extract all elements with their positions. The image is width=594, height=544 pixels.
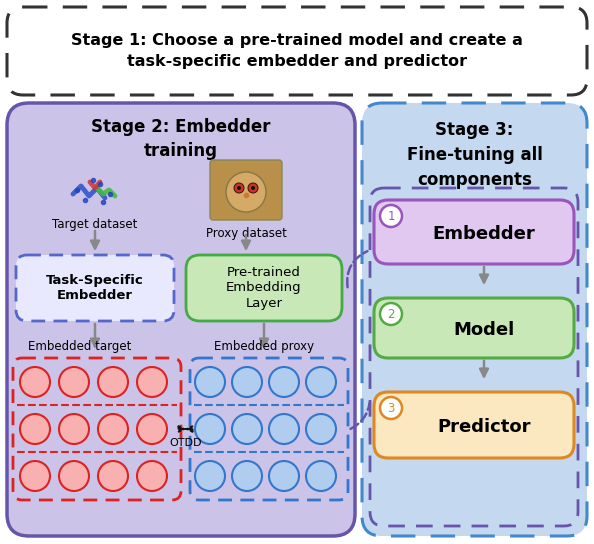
Text: 1: 1: [387, 209, 395, 222]
Circle shape: [248, 183, 258, 193]
FancyBboxPatch shape: [16, 255, 174, 321]
Circle shape: [380, 303, 402, 325]
Circle shape: [237, 186, 241, 190]
FancyArrowPatch shape: [350, 403, 369, 429]
Circle shape: [232, 414, 262, 444]
Text: Proxy dataset: Proxy dataset: [206, 227, 286, 240]
FancyBboxPatch shape: [7, 7, 587, 95]
Circle shape: [234, 183, 244, 193]
Circle shape: [98, 461, 128, 491]
Circle shape: [195, 414, 225, 444]
Text: Stage 2: Embedder
training: Stage 2: Embedder training: [91, 118, 271, 160]
Circle shape: [232, 461, 262, 491]
FancyArrowPatch shape: [347, 251, 368, 287]
FancyBboxPatch shape: [186, 255, 342, 321]
Text: Embedder: Embedder: [432, 225, 535, 243]
Text: Pre-trained
Embedding
Layer: Pre-trained Embedding Layer: [226, 267, 302, 310]
FancyBboxPatch shape: [374, 392, 574, 458]
Circle shape: [306, 414, 336, 444]
Circle shape: [59, 414, 89, 444]
Text: 2: 2: [387, 307, 395, 320]
Circle shape: [380, 205, 402, 227]
Text: Embedded proxy: Embedded proxy: [214, 340, 314, 353]
Circle shape: [137, 461, 167, 491]
Text: Model: Model: [453, 321, 514, 339]
Text: 3: 3: [387, 401, 394, 415]
Circle shape: [251, 186, 255, 190]
Text: Stage 1: Choose a pre-trained model and create a
task-specific embedder and pred: Stage 1: Choose a pre-trained model and …: [71, 33, 523, 69]
Circle shape: [98, 367, 128, 397]
Text: OTDD: OTDD: [169, 438, 202, 448]
Circle shape: [306, 367, 336, 397]
Circle shape: [306, 461, 336, 491]
FancyBboxPatch shape: [362, 103, 587, 536]
Circle shape: [226, 172, 266, 212]
Circle shape: [137, 367, 167, 397]
Circle shape: [20, 461, 50, 491]
Circle shape: [137, 414, 167, 444]
Circle shape: [98, 414, 128, 444]
Text: Target dataset: Target dataset: [52, 218, 138, 231]
FancyBboxPatch shape: [210, 160, 282, 220]
Text: Predictor: Predictor: [437, 418, 531, 436]
FancyBboxPatch shape: [7, 103, 355, 536]
Text: Task-Specific
Embedder: Task-Specific Embedder: [46, 274, 144, 302]
Circle shape: [269, 367, 299, 397]
Circle shape: [59, 367, 89, 397]
Circle shape: [59, 461, 89, 491]
FancyBboxPatch shape: [374, 200, 574, 264]
Circle shape: [380, 397, 402, 419]
Circle shape: [269, 414, 299, 444]
FancyBboxPatch shape: [374, 298, 574, 358]
Circle shape: [232, 367, 262, 397]
Circle shape: [20, 367, 50, 397]
Circle shape: [195, 461, 225, 491]
Circle shape: [20, 414, 50, 444]
Circle shape: [269, 461, 299, 491]
Text: Embedded target: Embedded target: [29, 340, 132, 353]
Circle shape: [195, 367, 225, 397]
Text: Stage 3:
Fine-tuning all
components: Stage 3: Fine-tuning all components: [406, 121, 542, 189]
